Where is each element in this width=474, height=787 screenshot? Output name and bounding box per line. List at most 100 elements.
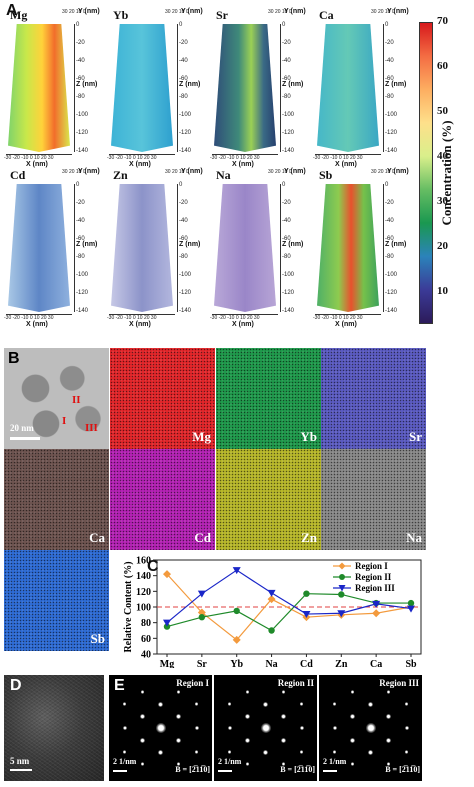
y-tick-label: 100 [136,603,151,614]
x-tick-label: Zn [335,659,348,668]
eds-map-label: Mg [192,429,211,444]
legend-marker [338,585,346,592]
y-axis-title: Y (nm) [387,8,409,15]
legend-label: Region III [355,583,395,593]
diffraction-spot [263,701,268,707]
y-tick-label: 160 [136,556,151,567]
eds-map-na [321,449,426,550]
z-tick-label: -140 [282,308,295,314]
tomography-column [317,24,379,152]
tomography-column [214,184,276,312]
y-tick-labels: 30 20 10 0 [62,169,86,175]
data-point [197,590,206,598]
z-tick-label: -100 [282,272,295,278]
x-axis-line [109,314,175,315]
z-tick-label: -120 [76,290,89,296]
x-tick-label: Cd [300,659,313,668]
fft-pattern [319,675,422,781]
z-tick-label: -100 [76,272,89,278]
z-tick-label: 0 [76,22,80,28]
y-tick-label: 120 [136,587,151,598]
fft-scale-label: 2 1/nm [323,757,347,766]
diffraction-spot [227,750,232,754]
z-axis-title: Z (nm) [385,241,407,248]
diffraction-spot [404,702,409,706]
data-point [197,608,206,617]
eds-map-yb [216,348,321,449]
diffraction-spot [245,690,250,694]
z-tick-label: -40 [179,58,188,64]
data-point [303,590,310,597]
colorbar [419,22,433,324]
eds-map-ca [4,449,109,550]
z-tick-label: -140 [385,148,398,154]
diffraction-spot [263,749,268,755]
z-tick-label: -120 [282,290,295,296]
z-axis-title: Z (nm) [76,241,98,248]
tomography-column [8,184,70,312]
z-tick-label: -140 [179,308,192,314]
data-point [372,609,381,618]
fft-region-title: Region III [379,678,419,688]
diffraction-spot [245,762,250,766]
tomography-element-label: Mg [10,8,28,22]
z-tick-label: -60 [282,236,291,242]
eds-map-label: Cd [194,530,211,545]
z-tick-label: -20 [385,200,394,206]
diffraction-spot [122,750,127,754]
diffraction-spot [350,713,355,719]
y-axis-title: Y (nm) [181,168,203,175]
z-tick-label: -100 [385,112,398,118]
z-tick-label: -40 [282,218,291,224]
z-tick-label: -20 [179,40,188,46]
fft-scale-bar [113,770,127,772]
z-tick-label: -20 [76,200,85,206]
diffraction-spot [281,762,286,766]
diffraction-spot [140,762,145,766]
legend-marker [339,574,345,580]
diffraction-spot [155,723,166,733]
series-line [166,569,412,624]
x-tick-label: Mg [160,659,174,668]
x-tick-label: Sr [197,659,208,668]
x-axis-title: X (nm) [232,321,254,328]
x-axis-title: X (nm) [335,321,357,328]
panel-d-scale-label: 5 nm [10,756,30,766]
eds-map-sr [321,348,426,449]
diffraction-spot [176,737,181,743]
diffraction-spot [245,713,250,719]
x-tick-labels: -30 -20 -10 0 10 20 30 [4,315,54,321]
diffraction-spot [350,690,355,694]
data-point [163,570,171,579]
z-tick-label: -20 [385,40,394,46]
diffraction-spot [194,702,199,706]
z-tick-label: -140 [179,148,192,154]
z-tick-label: -20 [282,200,291,206]
y-axis-title: Y (nm) [284,8,306,15]
y-tick-labels: 30 20 10 0 [268,169,292,175]
tomography-element-label: Zn [113,168,128,182]
tomography-element-label: Sb [319,168,333,182]
diffraction-spot [299,750,304,754]
eds-map-label: Sb [90,631,105,646]
z-tick-label: -60 [282,76,291,82]
tomography-column [317,184,379,312]
x-axis-line [109,154,175,155]
data-point [407,599,415,607]
diffraction-spot [194,726,199,730]
z-tick-label: -80 [179,94,188,100]
x-axis-line [315,154,381,155]
fft-region-title: Region II [277,678,314,688]
x-tick-label: Sb [405,659,417,668]
region-label: III [85,422,98,434]
z-axis-line [177,24,178,152]
x-tick-labels: -30 -20 -10 0 10 20 30 [210,155,260,161]
tomography-column [111,184,173,312]
diffraction-spot [176,690,181,694]
x-axis-line [6,314,72,315]
zone-axis-label: B = [2̅11̅0] [385,765,420,774]
z-axis-title: Z (nm) [282,241,304,248]
diffraction-spot [368,701,373,707]
y-tick-label: 140 [136,571,151,582]
